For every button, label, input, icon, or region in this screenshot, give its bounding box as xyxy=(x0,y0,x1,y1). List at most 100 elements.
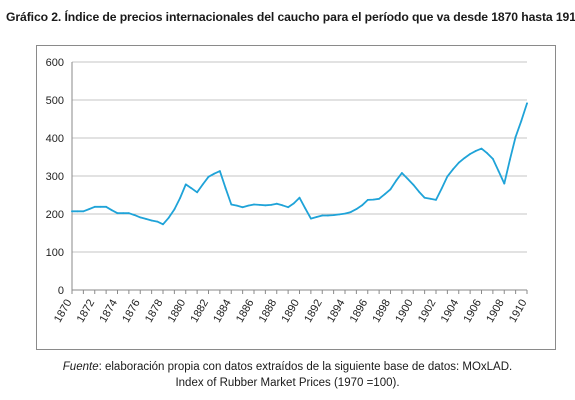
data-point-0-77 xyxy=(509,158,511,161)
data-point-0-26 xyxy=(219,170,221,173)
data-point-0-27 xyxy=(224,187,227,190)
data-point-0-23 xyxy=(201,183,204,186)
data-point-0-28 xyxy=(230,203,233,206)
y-tick-label-200: 200 xyxy=(46,209,64,221)
data-point-0-48 xyxy=(344,212,346,215)
data-point-0-60 xyxy=(412,183,415,186)
data-point-0-41 xyxy=(304,207,307,210)
data-point-0-80 xyxy=(526,102,528,105)
x-tick-label-1882: 1882 xyxy=(188,298,211,325)
data-point-0-6 xyxy=(105,205,107,208)
data-point-0-70 xyxy=(469,153,471,155)
data-point-0-47 xyxy=(338,213,341,216)
data-point-0-25 xyxy=(213,172,216,175)
data-point-0-30 xyxy=(241,206,244,209)
data-point-0-12 xyxy=(139,216,142,219)
data-point-0-44 xyxy=(321,214,324,217)
x-tick-label-1908: 1908 xyxy=(484,298,507,325)
data-point-0-40 xyxy=(298,196,301,199)
series-layer xyxy=(71,102,528,226)
data-point-0-53 xyxy=(372,198,375,201)
source-text-1: : elaboración propia con datos extraídos… xyxy=(98,361,513,373)
data-point-0-36 xyxy=(275,202,278,205)
x-tick-label-1906: 1906 xyxy=(461,298,484,325)
data-point-0-0 xyxy=(71,210,73,213)
data-point-0-18 xyxy=(173,208,176,211)
data-point-0-57 xyxy=(395,179,398,182)
data-point-0-69 xyxy=(463,157,466,160)
data-point-0-7 xyxy=(110,209,113,212)
data-point-0-73 xyxy=(486,152,489,155)
data-point-0-1 xyxy=(76,210,79,213)
x-tick-label-1892: 1892 xyxy=(302,298,325,325)
source-label: Fuente xyxy=(62,361,99,373)
data-point-0-54 xyxy=(378,197,380,200)
data-point-0-20 xyxy=(184,183,187,186)
data-point-0-66 xyxy=(446,175,449,178)
data-point-0-46 xyxy=(332,214,335,217)
data-point-0-56 xyxy=(389,188,392,191)
x-tick-label-1878: 1878 xyxy=(143,298,166,325)
data-point-0-42 xyxy=(310,217,312,220)
data-point-0-75 xyxy=(497,170,500,173)
data-point-0-59 xyxy=(406,177,409,180)
data-point-0-64 xyxy=(435,199,437,201)
x-tick-label-1910: 1910 xyxy=(507,298,530,325)
data-point-0-62 xyxy=(423,196,426,199)
x-tick-label-1902: 1902 xyxy=(416,298,439,325)
x-tick-label-1870: 1870 xyxy=(52,298,75,325)
source-note: Fuente: elaboración propia con datos ext… xyxy=(0,359,575,391)
data-point-0-19 xyxy=(179,197,182,199)
data-point-0-52 xyxy=(366,199,369,201)
data-point-0-51 xyxy=(361,204,363,207)
data-point-0-50 xyxy=(355,208,358,211)
x-tick-label-1898: 1898 xyxy=(370,298,393,325)
data-point-0-61 xyxy=(418,190,420,193)
data-point-0-45 xyxy=(327,214,329,217)
data-point-0-13 xyxy=(145,218,147,220)
chart-title: Gráfico 2. Índice de precios internacion… xyxy=(6,10,575,24)
axes xyxy=(71,62,528,294)
source-line-1: Fuente: elaboración propia con datos ext… xyxy=(0,359,575,375)
x-tick-label-1888: 1888 xyxy=(257,298,280,325)
data-point-0-3 xyxy=(88,208,90,211)
data-point-0-9 xyxy=(122,212,125,215)
data-point-0-49 xyxy=(349,211,352,214)
data-point-0-37 xyxy=(281,204,284,207)
data-point-0-29 xyxy=(236,204,238,207)
x-tick-labels: 1870 1872 1874 1876 1878 1880 1882 1884 1886 1888… xyxy=(52,298,530,325)
x-tick-label-1876: 1876 xyxy=(120,298,143,325)
data-point-0-2 xyxy=(82,210,85,213)
data-point-0-65 xyxy=(440,187,443,190)
chart-frame xyxy=(36,45,556,350)
data-point-0-34 xyxy=(264,204,267,207)
data-point-0-32 xyxy=(253,203,255,206)
data-point-0-5 xyxy=(99,205,102,208)
data-point-0-14 xyxy=(150,219,153,222)
data-point-0-74 xyxy=(492,158,494,160)
data-point-0-38 xyxy=(287,206,289,209)
data-point-0-79 xyxy=(520,120,523,122)
data-point-0-35 xyxy=(270,204,272,206)
y-tick-label-500: 500 xyxy=(46,95,64,107)
y-tick-labels: 0 100 200 300 400 500 600 xyxy=(46,57,64,297)
data-point-0-63 xyxy=(429,197,432,200)
data-point-0-4 xyxy=(93,205,96,208)
data-point-0-58 xyxy=(401,172,403,174)
data-point-0-31 xyxy=(247,204,250,207)
series-line-0 xyxy=(71,102,528,226)
x-tick-label-1872: 1872 xyxy=(75,298,98,325)
data-point-0-8 xyxy=(116,212,119,215)
data-point-0-10 xyxy=(127,212,130,215)
x-tick-label-1900: 1900 xyxy=(393,298,416,325)
data-point-0-39 xyxy=(292,202,295,205)
y-tick-label-600: 600 xyxy=(46,57,64,69)
source-line-2: Index of Rubber Market Prices (1970 =100… xyxy=(175,377,400,389)
data-point-0-76 xyxy=(503,182,506,185)
y-tick-label-400: 400 xyxy=(46,133,64,145)
x-tick-label-1890: 1890 xyxy=(279,298,302,325)
data-point-0-11 xyxy=(133,214,136,217)
data-point-0-71 xyxy=(474,150,477,152)
data-point-0-21 xyxy=(190,187,193,190)
x-tick-label-1880: 1880 xyxy=(166,298,189,325)
